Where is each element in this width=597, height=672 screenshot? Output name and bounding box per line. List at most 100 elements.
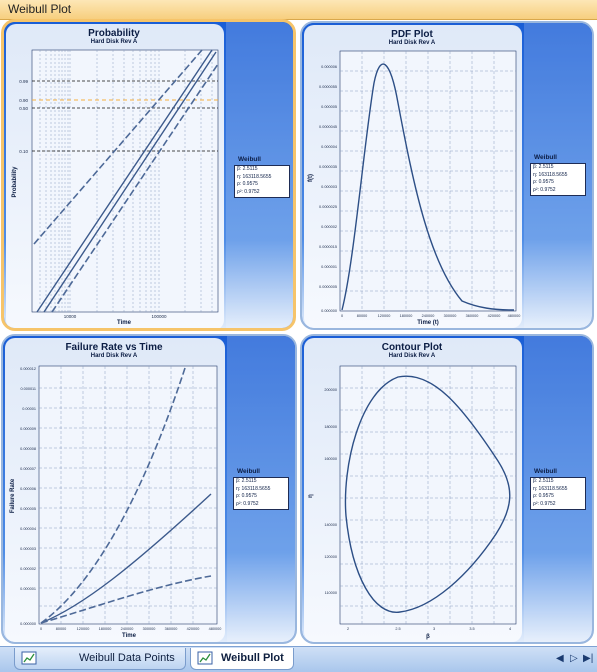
legend-rho: ρ: 0.9575: [533, 179, 554, 186]
legend-eta: η: 163118.5655: [237, 173, 272, 180]
tab-weibull-data-points[interactable]: Weibull Data Points: [14, 648, 186, 670]
panel-subtitle: Hard Disk Rev A: [90, 353, 138, 359]
failure-xtick-label: 180000: [99, 627, 112, 631]
failure-xtick-label: 240000: [121, 627, 134, 631]
legend-box: β: 2.5115 η: 163118.5655 ρ: 0.9575 ρ²: 0…: [233, 477, 289, 510]
panel-title: Probability: [88, 28, 140, 39]
legend-title: Weibull: [534, 154, 557, 161]
failure-ytick-label: 0.000007: [20, 467, 36, 471]
pdf-ytick-label: 0.000006: [321, 65, 337, 69]
panel-subtitle: Hard Disk Rev A: [388, 40, 436, 46]
failure-xtick-label: 120000: [77, 627, 90, 631]
tab-scroll-right-button[interactable]: ▷: [570, 653, 578, 664]
legend-rho: ρ: 0.9575: [237, 181, 258, 188]
contour-plot-chart: 200000 180000 160000 140000 120000 11000…: [302, 336, 592, 642]
contour-xtick-label: 2.5: [395, 627, 400, 631]
probability-ytick-label: 0.90: [19, 98, 28, 103]
tab-weibull-plot[interactable]: Weibull Plot: [190, 648, 294, 670]
failure-ytick-label: 0.000009: [20, 427, 36, 431]
failure-ytick-label: 0.000000: [20, 622, 36, 626]
pdf-xtick-label: 420000: [488, 314, 501, 318]
contour-xtick-label: 4: [509, 627, 511, 631]
panel-title: Contour Plot: [381, 342, 443, 353]
legend-eta: η: 163118.5655: [533, 485, 568, 492]
contour-xtick-label: 2: [347, 627, 349, 631]
legend-rho: ρ: 0.9575: [236, 493, 257, 500]
pdf-plot-chart: 0.000006 0.0000055 0.000005 0.0000045 0.…: [302, 23, 592, 328]
contour-ytick-label: 160000: [324, 457, 337, 461]
panel-subtitle: Hard Disk Rev A: [90, 39, 138, 45]
probability-ytick-label: 0.10: [19, 149, 28, 154]
contour-plot-panel[interactable]: 200000 180000 160000 140000 120000 11000…: [300, 334, 594, 644]
pdf-xtick-label: 300000: [444, 314, 457, 318]
failure-rate-plot-panel[interactable]: 0.000012 0.000011 0.00001 0.000009 0.000…: [1, 334, 297, 644]
tab-scroll-end-button[interactable]: ▶|: [583, 653, 594, 664]
pdf-xtick-label: 0: [341, 314, 343, 318]
pdf-xtick-label: 480000: [508, 314, 521, 318]
failure-ytick-label: 0.000008: [20, 447, 36, 451]
probability-y-axis-label: Probability: [12, 166, 18, 198]
probability-xtick-label: 100000: [151, 314, 167, 319]
probability-ytick-label: 0.99: [19, 79, 28, 84]
contour-y-axis-label: η: [308, 494, 314, 498]
failure-ytick-label: 0.000006: [20, 487, 36, 491]
probability-plot-panel[interactable]: 0.99 0.90 0.50 0.10 10000 100000 Time Pr…: [1, 19, 296, 331]
contour-xtick-label: 3.5: [469, 627, 474, 631]
pdf-plot-panel[interactable]: 0.000006 0.0000055 0.000005 0.0000045 0.…: [300, 21, 594, 330]
bottom-tab-bar: Weibull Data Points Weibull Plot ◀ ▷ ▶|: [0, 646, 597, 672]
failure-xtick-label: 420000: [187, 627, 200, 631]
failure-y-axis-label: Failure Rate: [10, 478, 16, 513]
legend-title: Weibull: [534, 468, 557, 475]
failure-ytick-label: 0.000004: [20, 527, 36, 531]
contour-x-axis-label: β: [426, 634, 430, 640]
legend-beta: β: 2.5115: [236, 478, 257, 484]
failure-xtick-label: 0: [40, 627, 42, 631]
pdf-ytick-label: 0.0000045: [319, 125, 337, 129]
legend-rho-squared: ρ²: 0.9752: [237, 188, 260, 195]
pdf-ytick-label: 0.0000035: [319, 165, 337, 169]
legend-eta: η: 163118.5655: [236, 485, 271, 492]
pdf-ytick-label: 0.0000055: [319, 85, 337, 89]
legend-beta: β: 2.5115: [237, 166, 258, 172]
pdf-xtick-label: 360000: [466, 314, 479, 318]
pdf-y-axis-label: f(t): [308, 174, 314, 182]
failure-ytick-label: 0.000005: [20, 507, 36, 511]
legend-beta: β: 2.5115: [533, 164, 554, 170]
window-title: Weibull Plot: [8, 2, 72, 16]
legend-rho-squared: ρ²: 0.9752: [533, 500, 556, 507]
failure-x-axis-label: Time: [122, 633, 137, 639]
failure-ytick-label: 0.000002: [20, 567, 36, 571]
pdf-ytick-label: 0.0000015: [319, 245, 337, 249]
panel-title: Failure Rate vs Time: [65, 342, 163, 353]
pdf-ytick-label: 0.000001: [321, 265, 337, 269]
contour-ytick-label: 200000: [324, 388, 337, 392]
failure-ytick-label: 0.000003: [20, 547, 36, 551]
pdf-ytick-label: 0.0000005: [319, 285, 337, 289]
contour-ytick-label: 120000: [324, 555, 337, 559]
legend-rho-squared: ρ²: 0.9752: [236, 500, 259, 507]
tab-label: Weibull Data Points: [79, 652, 175, 664]
legend-box: β: 2.5115 η: 163118.5655 ρ: 0.9575 ρ²: 0…: [234, 165, 290, 198]
contour-ytick-label: 110000: [325, 591, 337, 595]
legend-rho: ρ: 0.9575: [533, 493, 554, 500]
failure-ytick-label: 0.00001: [22, 407, 36, 411]
legend-eta: η: 163118.5655: [533, 171, 568, 178]
legend-box: β: 2.5115 η: 163118.5655 ρ: 0.9575 ρ²: 0…: [530, 477, 586, 510]
probability-x-axis-label: Time: [117, 320, 132, 326]
pdf-ytick-label: 0.000002: [321, 225, 337, 229]
pdf-xtick-label: 240000: [422, 314, 435, 318]
contour-ytick-label: 180000: [324, 425, 337, 429]
pdf-ytick-label: 0.0000025: [319, 205, 337, 209]
failure-xtick-label: 480000: [209, 627, 222, 631]
pdf-ytick-label: 0.000000: [321, 309, 337, 313]
failure-xtick-label: 300000: [143, 627, 156, 631]
contour-xtick-label: 3: [433, 627, 435, 631]
tab-label: Weibull Plot: [221, 652, 284, 664]
pdf-ytick-label: 0.000005: [321, 105, 337, 109]
legend-title: Weibull: [237, 468, 260, 475]
chart-icon: [21, 651, 37, 665]
tab-scroll-left-button[interactable]: ◀: [556, 653, 564, 664]
pdf-x-axis-label: Time (t): [417, 320, 439, 326]
failure-xtick-label: 80000: [56, 627, 67, 631]
failure-ytick-label: 0.000001: [20, 587, 36, 591]
